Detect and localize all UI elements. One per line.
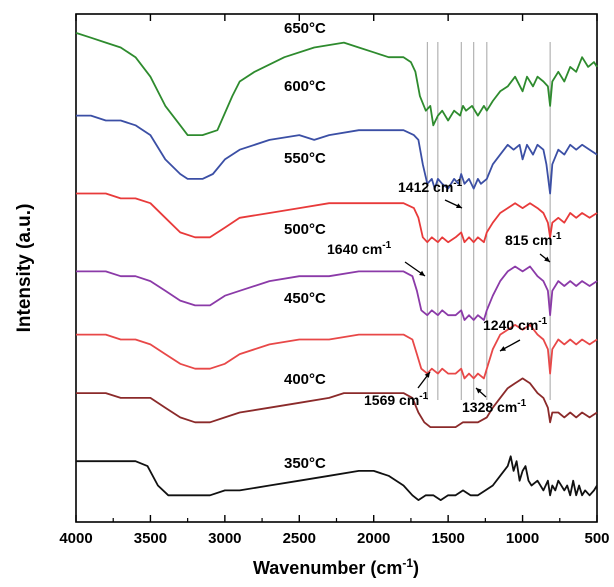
x-tick-label: 2000 [357, 530, 390, 547]
series-line [76, 265, 598, 321]
annotation-label: 1569 cm-1 [364, 391, 429, 408]
annotation-arrowhead [544, 256, 550, 262]
plot-area: 4000 3500 3000 2500 2000 1500 1000 500 650°C 600… [59, 13, 610, 547]
series-label: 650°C [284, 20, 326, 37]
series-line [76, 114, 598, 195]
x-axis-title: Wavenumber (cm-1) [253, 556, 419, 578]
series-label: 450°C [284, 290, 326, 307]
series-label: 600°C [284, 78, 326, 95]
x-tick-label: 1500 [431, 530, 464, 547]
x-tick-label: 4000 [59, 530, 92, 547]
annotation-label: 1640 cm-1 [327, 240, 392, 257]
series-line [76, 324, 598, 380]
annotations: 1412 cm-1 1640 cm-1 815 cm-1 1240 cm-1 1569 … [327, 178, 562, 415]
x-tick-label: 2500 [283, 530, 316, 547]
annotation-arrowhead [476, 388, 482, 394]
y-axis-title: Intensity (a.u.) [14, 204, 35, 333]
annotation-label: 1412 cm-1 [398, 178, 463, 195]
x-tick-label: 1000 [506, 530, 539, 547]
annotation-label: 1328 cm-1 [462, 398, 527, 415]
annotation-label: 1240 cm-1 [483, 316, 548, 333]
x-tick-label: 3000 [208, 530, 241, 547]
annotation-arrowhead [424, 372, 430, 378]
annotation-arrowhead [419, 270, 425, 276]
series-label: 350°C [284, 455, 326, 472]
annotation-arrowhead [456, 203, 462, 209]
annotation-arrowhead [500, 346, 506, 351]
series-labels: 650°C 600°C 550°C 500°C 450°C 400°C 350°C [284, 20, 326, 472]
series-label: 550°C [284, 150, 326, 167]
x-tick-label: 500 [584, 530, 609, 547]
series-label: 500°C [284, 221, 326, 238]
series-label: 400°C [284, 371, 326, 388]
x-axis-ticks: 4000 3500 3000 2500 2000 1500 1000 500 [59, 14, 610, 547]
x-tick-label: 3500 [134, 530, 167, 547]
series-line [75, 32, 598, 136]
series-line [76, 192, 598, 244]
reference-lines [426, 42, 551, 400]
annotation-label: 815 cm-1 [505, 231, 562, 248]
series-line [76, 377, 598, 428]
series-line [76, 455, 598, 501]
series-group [75, 32, 598, 501]
